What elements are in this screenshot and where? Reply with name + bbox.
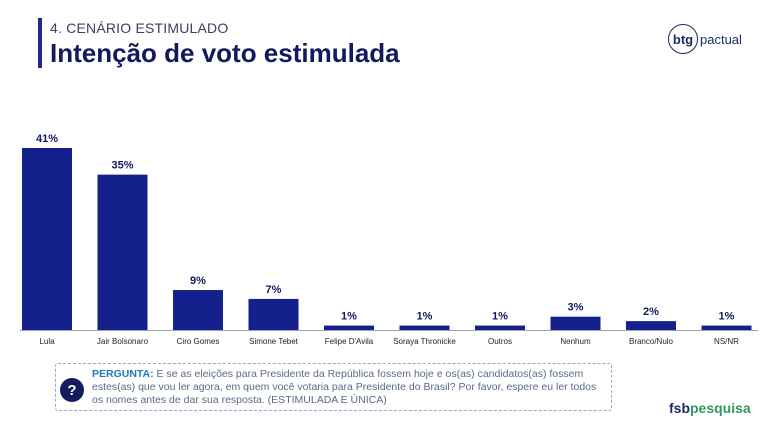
- data-label-5: 1%: [417, 311, 433, 323]
- category-label-0: Lula: [39, 337, 55, 346]
- data-label-2: 9%: [190, 275, 206, 287]
- page-title: Intenção de voto estimulada: [50, 38, 400, 68]
- section-subtitle: 4. CENÁRIO ESTIMULADO: [50, 20, 229, 36]
- bar-4: [324, 325, 374, 330]
- btg-logo-mark: btg: [668, 24, 698, 54]
- fsb-logo-part: fsb: [669, 400, 690, 416]
- pesquisa-logo-part: pesquisa: [690, 400, 751, 416]
- category-label-2: Ciro Gomes: [177, 337, 220, 346]
- question-icon: ?: [60, 378, 84, 402]
- title-accent-bar: [38, 18, 42, 68]
- btg-pactual-logo: btg pactual: [668, 24, 742, 54]
- bar-8: [626, 321, 676, 330]
- category-label-6: Outros: [488, 337, 512, 346]
- data-label-7: 3%: [568, 302, 584, 314]
- category-label-3: Simone Tebet: [249, 337, 299, 346]
- vote-intention-bar-chart: 41% Lula 35% Jair Bolsonaro 9% Ciro Gomes 7% Si…: [20, 133, 758, 346]
- question-box: ? PERGUNTA: E se as eleições para Presid…: [55, 363, 612, 411]
- bar-0: [22, 148, 72, 330]
- fsb-pesquisa-logo: fsbpesquisa: [669, 400, 751, 416]
- category-label-8: Branco/Nulo: [629, 337, 674, 346]
- bar-2: [173, 290, 223, 330]
- category-label-7: Nenhum: [560, 337, 591, 346]
- bar-3: [248, 298, 299, 330]
- bar-9: [701, 325, 752, 330]
- category-label-4: Felipe D'Avila: [325, 337, 374, 346]
- category-label-1: Jair Bolsonaro: [97, 337, 149, 346]
- bar-1: [97, 174, 148, 330]
- category-label-5: Soraya Thronicke: [393, 337, 456, 346]
- data-label-6: 1%: [492, 311, 508, 323]
- data-label-4: 1%: [341, 311, 357, 323]
- bar-7: [550, 316, 601, 330]
- bar-5: [399, 325, 450, 330]
- question-text: PERGUNTA: E se as eleições para Presiden…: [92, 368, 607, 407]
- data-label-1: 35%: [111, 160, 133, 172]
- data-label-8: 2%: [643, 306, 659, 318]
- data-label-0: 41%: [36, 133, 58, 145]
- category-label-9: NS/NR: [714, 337, 739, 346]
- question-label: PERGUNTA:: [92, 368, 154, 380]
- question-body: E se as eleições para Presidente da Repú…: [92, 368, 597, 406]
- btg-logo-word: pactual: [700, 31, 742, 47]
- data-label-3: 7%: [266, 284, 282, 296]
- bar-6: [475, 325, 525, 330]
- data-label-9: 1%: [719, 311, 735, 323]
